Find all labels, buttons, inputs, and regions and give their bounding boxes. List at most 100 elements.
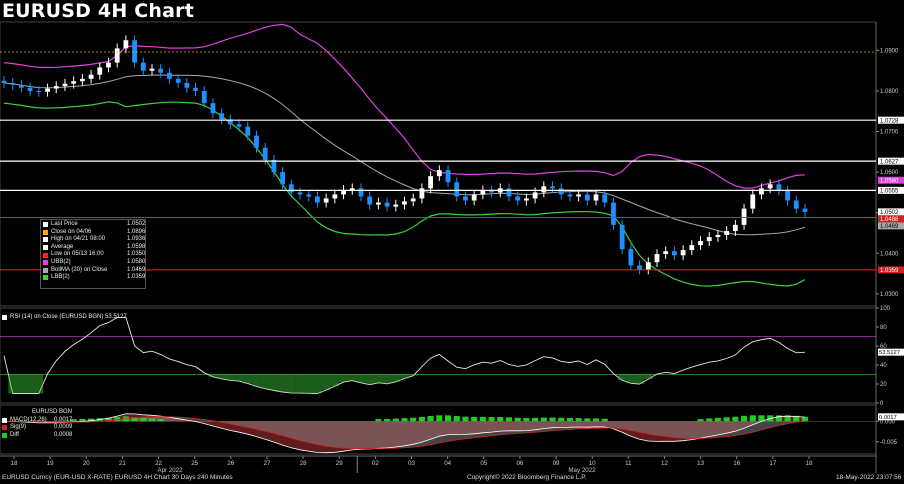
legend-swatch <box>43 245 48 251</box>
macd-line <box>3 413 806 454</box>
legend-value: 0.0017 <box>54 416 73 423</box>
candle-body <box>367 196 373 205</box>
candle-body <box>680 250 686 256</box>
candle-body <box>445 170 451 183</box>
legend-label: High on 04/21 08:00 <box>51 236 106 243</box>
price-tag <box>878 157 904 165</box>
candle-body <box>672 251 677 256</box>
rsi-label: RSI (14) on Close (EURUSD BGN) 53.5127 <box>10 314 127 320</box>
candle-body <box>158 68 164 73</box>
rsi-tag <box>878 348 904 356</box>
macd-diff-bar <box>549 417 556 422</box>
macd-diff-bar <box>401 418 408 422</box>
price-tick-label: 1.0400 <box>880 251 899 257</box>
macd-diff-bar <box>540 417 547 422</box>
candle-body <box>306 194 312 197</box>
candle-body <box>210 103 216 114</box>
macd-diff-bar <box>497 416 504 422</box>
rsi-oversold-fill <box>347 374 357 381</box>
price-tick-label: 1.0900 <box>880 48 899 54</box>
candle-body <box>193 87 198 91</box>
candle-body <box>584 194 590 201</box>
macd-diff-bar <box>784 415 791 422</box>
candle-body <box>358 188 364 197</box>
rsi-oversold-fill <box>278 374 287 392</box>
candle-body <box>123 40 129 49</box>
macd-diff-bar <box>114 417 121 422</box>
rsi-oversold-fill <box>626 374 636 384</box>
date-tick-label: 21 <box>119 460 126 467</box>
legend-swatch <box>43 237 48 243</box>
candle-body <box>114 48 120 63</box>
candle-body <box>97 67 103 75</box>
macd-diff-bar <box>697 419 704 422</box>
macd-diff-bar <box>88 418 95 422</box>
candle-body <box>384 202 390 207</box>
date-tick-label: 26 <box>227 460 234 467</box>
candle-body <box>315 196 320 203</box>
date-tick-label: 22 <box>155 460 162 467</box>
macd-diff-bar <box>523 417 530 422</box>
candle-body <box>236 124 242 127</box>
candle-body <box>532 192 538 199</box>
date-tick-label: 25 <box>191 460 198 467</box>
legend-value: 0.0009 <box>54 424 73 431</box>
candle-body <box>27 87 33 91</box>
legend-swatch <box>43 222 48 228</box>
candle-body <box>341 189 346 195</box>
date-tick-label: 10 <box>589 460 596 467</box>
candle-body <box>332 194 338 199</box>
legend-value: 1.0936 <box>127 236 146 243</box>
rsi-oversold-fill <box>295 374 305 394</box>
candle-body <box>611 202 616 225</box>
rsi-oversold-fill <box>25 374 35 394</box>
legend-label: Diff <box>10 431 19 438</box>
candle-body <box>271 159 277 173</box>
macd-diff-bar <box>775 415 782 422</box>
candle-body <box>732 224 738 231</box>
rsi-oversold-fill <box>391 374 401 382</box>
rsi-tick-label: 80 <box>880 325 887 331</box>
price-legend-item: Last Price 1.0502 <box>43 221 145 229</box>
level-layer <box>0 51 876 271</box>
candle-body <box>706 237 712 242</box>
macd-diff-bar <box>532 417 539 422</box>
legend-swatch <box>2 425 7 431</box>
rsi-oversold-fill <box>313 374 322 394</box>
macd-diff-bar <box>592 418 600 422</box>
macd-diff-bar <box>148 418 156 422</box>
candle-body <box>53 86 59 89</box>
candle-body <box>393 204 399 207</box>
legend-label: Last Price <box>51 221 78 227</box>
date-tick-label: 04 <box>444 460 451 467</box>
panel-frame <box>0 307 877 404</box>
candle-body <box>802 208 808 212</box>
legend-swatch <box>43 275 48 281</box>
signal-area <box>4 416 805 449</box>
candle-body <box>149 68 155 71</box>
grid-layer <box>0 21 877 473</box>
candle-body <box>793 200 799 209</box>
macd-legend-item: Sig(9) 0.0009 <box>2 424 82 432</box>
candle-body <box>10 82 16 85</box>
macd-layer <box>0 413 876 454</box>
rsi-oversold-fill <box>617 374 627 381</box>
rsi-oversold-fill <box>226 374 235 381</box>
price-tag-label: 1.0728 <box>880 118 899 124</box>
macd-diff-bar <box>801 416 809 422</box>
price-legend-item: Average 1.0598 <box>43 243 146 252</box>
rsi-oversold-fill <box>321 374 331 391</box>
candle-body <box>689 245 695 251</box>
rsi-oversold-fill <box>243 374 253 384</box>
rsi-oversold-fill <box>374 374 383 383</box>
candle-body <box>698 241 703 246</box>
price-legend-item: Close on 04/06 1.0896 <box>43 229 145 237</box>
legend-label: BollMA (20) on Close <box>51 266 108 273</box>
candle-body <box>628 249 634 266</box>
rsi-oversold-fill <box>208 374 218 377</box>
price-legend-item: UBB(2) 1.0580 <box>43 259 145 267</box>
candle-body <box>567 194 573 197</box>
date-tick-label: 13 <box>697 460 704 467</box>
legend-value: 1.0598 <box>127 243 146 250</box>
upper-bollinger-band <box>3 23 806 189</box>
